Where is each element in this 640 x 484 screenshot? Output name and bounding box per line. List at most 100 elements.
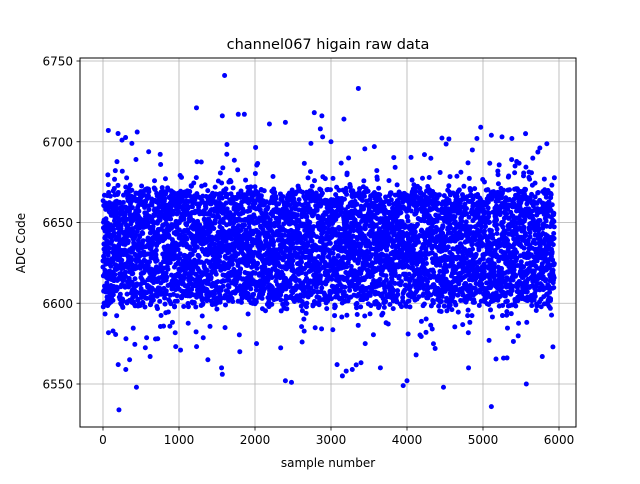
data-point [163,176,168,181]
data-point [123,336,128,341]
data-point [427,175,432,180]
data-point [331,251,336,256]
data-point [395,182,400,187]
data-point [446,244,451,249]
data-point [413,229,418,234]
data-point [247,208,252,213]
data-point [320,191,325,196]
data-point [474,252,479,257]
data-point [430,326,435,331]
data-point [295,212,300,217]
data-point [170,320,175,325]
data-point [453,302,458,307]
data-point [128,183,133,188]
data-point [477,303,482,308]
data-point [437,192,442,197]
data-point [444,142,449,147]
data-point [269,302,274,307]
data-point [291,258,296,263]
data-point [110,298,115,303]
data-point [143,345,148,350]
data-point [273,194,278,199]
data-point [253,145,258,150]
data-point [140,231,145,236]
data-point [448,174,453,179]
data-point [228,179,233,184]
data-point [113,168,118,173]
data-point [263,308,268,313]
data-point [299,260,304,265]
data-point [232,158,237,163]
data-point [472,300,477,305]
data-point [254,299,259,304]
data-point [255,161,260,166]
data-point [116,190,121,195]
data-point [157,299,162,304]
data-point [356,323,361,328]
data-point [146,149,151,154]
data-point [439,136,444,141]
data-point [328,187,333,192]
data-point [419,334,424,339]
data-point [464,206,469,211]
data-point [456,310,461,315]
data-point [464,219,469,224]
data-point [347,288,352,293]
data-point [297,197,302,202]
data-point [265,205,270,210]
data-point [399,279,404,284]
data-point [344,192,349,197]
data-point [406,299,411,304]
data-point [377,192,382,197]
data-point [205,188,210,193]
data-point [375,177,380,182]
data-point [209,275,214,280]
data-point [469,313,474,318]
data-point [113,332,118,337]
data-point [301,317,306,322]
data-point [165,267,170,272]
data-point [262,188,267,193]
data-point [108,194,113,199]
data-point [136,209,141,214]
data-point [330,176,335,181]
data-point [115,183,120,188]
data-point [319,326,324,331]
data-point [175,299,180,304]
data-point [342,285,347,290]
data-point [368,303,373,308]
data-point [131,326,136,331]
data-point [255,261,260,266]
data-point [382,305,387,310]
data-point [354,362,359,367]
data-point [132,342,137,347]
data-point [242,223,247,228]
data-point [329,277,334,282]
data-point [158,152,163,157]
data-point [146,189,151,194]
data-point [377,303,382,308]
data-point [452,214,457,219]
data-point [386,178,391,183]
data-point [260,296,265,301]
data-point [439,309,444,314]
data-point [330,327,335,332]
data-point [271,174,276,179]
data-point [310,184,315,189]
data-point [151,298,156,303]
data-point [248,286,253,291]
data-point [223,302,228,307]
data-point [452,324,457,329]
data-point [406,331,411,336]
data-point [268,217,273,222]
data-point [191,180,196,185]
data-point [362,146,367,151]
data-point [163,302,168,307]
data-point [361,178,366,183]
data-point [439,299,444,304]
data-point [164,275,169,280]
data-point [214,272,219,277]
data-point [147,207,152,212]
data-point [121,200,126,205]
